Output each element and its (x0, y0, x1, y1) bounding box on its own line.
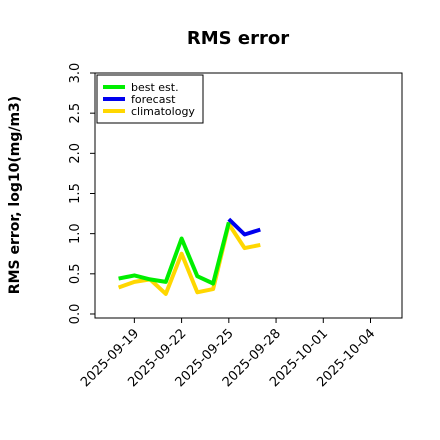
y-tick-label: 3.0 (68, 63, 83, 84)
y-tick-label: 0.0 (68, 304, 83, 325)
legend-label: best est. (131, 81, 179, 94)
plot-frame (94, 72, 403, 319)
y-axis: 0.0 0.5 1.0 1.5 2.0 2.5 3.0 (68, 63, 95, 325)
y-tick-label: 2.0 (68, 143, 83, 164)
y-axis-label: RMS error, log10(mg/m3) (7, 96, 23, 294)
y-tick-label: 0.5 (68, 263, 83, 284)
y-tick-label: 1.5 (68, 183, 83, 204)
legend-label: climatology (131, 105, 195, 118)
series-layer (117, 217, 261, 296)
x-axis: 2025-09-192025-09-222025-09-252025-09-28… (78, 318, 378, 390)
legend-box (96, 74, 204, 124)
series-line-best-est (118, 221, 231, 286)
series-line-climatology (117, 222, 261, 296)
legend-label: forecast (131, 93, 176, 106)
series-line-forecast (227, 217, 261, 237)
y-tick-label: 2.5 (68, 103, 83, 124)
chart-title: RMS error (187, 28, 289, 49)
y-tick-label: 1.0 (68, 223, 83, 244)
